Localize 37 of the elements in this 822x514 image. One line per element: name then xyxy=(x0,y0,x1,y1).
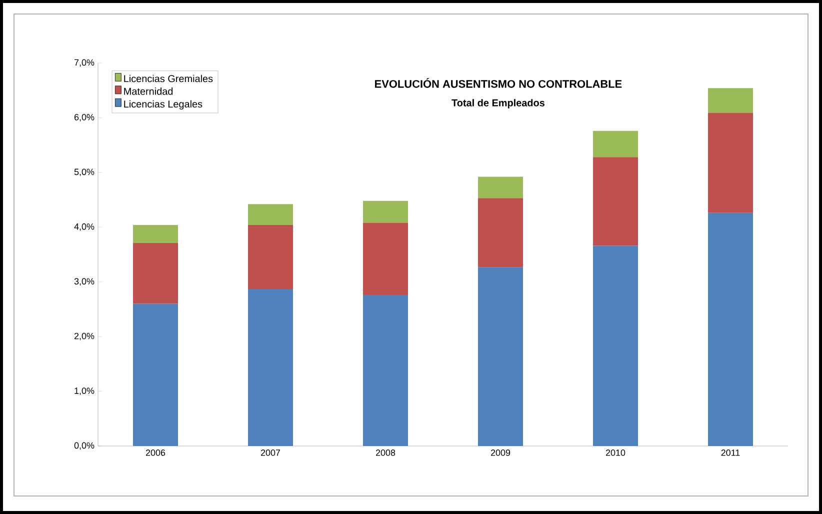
x-tick-label: 2008 xyxy=(376,450,396,456)
y-tick-label: 6,0% xyxy=(74,114,94,122)
bar xyxy=(133,304,178,446)
bar xyxy=(478,267,524,446)
bar xyxy=(363,222,408,295)
y-tick-label: 1,0% xyxy=(74,388,94,395)
x-tick-label: 2011 xyxy=(721,450,740,456)
bar xyxy=(708,212,754,446)
text: EVOLUCIÓN AUSENTISMO NO CONTROLABLE xyxy=(375,78,622,88)
y-tick-label: 2,0% xyxy=(74,332,94,340)
bar xyxy=(708,88,754,113)
y-tick-label: 3,0% xyxy=(74,278,94,286)
legend-label: Licencias Legales xyxy=(124,100,202,110)
legend-label: Maternidad xyxy=(124,88,173,95)
bar xyxy=(593,157,638,246)
x-tick-label: 2006 xyxy=(146,450,166,456)
x-tick-label: 2009 xyxy=(490,450,510,456)
bar xyxy=(133,224,178,244)
x-tick-label: 2010 xyxy=(606,450,626,456)
bar xyxy=(248,224,294,289)
bar xyxy=(478,176,524,198)
bar xyxy=(708,112,754,213)
legend-label: Licencias Gremiales xyxy=(124,74,213,82)
y-tick-label: 4,0% xyxy=(74,223,94,231)
bar xyxy=(593,130,638,158)
y-tick-label: 0,0% xyxy=(74,442,94,450)
text: Total de Empleados xyxy=(452,99,544,108)
bar xyxy=(593,246,638,446)
bar xyxy=(363,294,408,446)
bar xyxy=(363,200,408,223)
y-tick-label: 7,0% xyxy=(74,59,94,67)
bar xyxy=(133,243,178,304)
y-tick-label: 5,0% xyxy=(74,168,94,176)
bar xyxy=(248,204,294,225)
bar xyxy=(248,288,294,446)
x-tick-label: 2007 xyxy=(260,450,280,456)
bar xyxy=(478,198,524,268)
